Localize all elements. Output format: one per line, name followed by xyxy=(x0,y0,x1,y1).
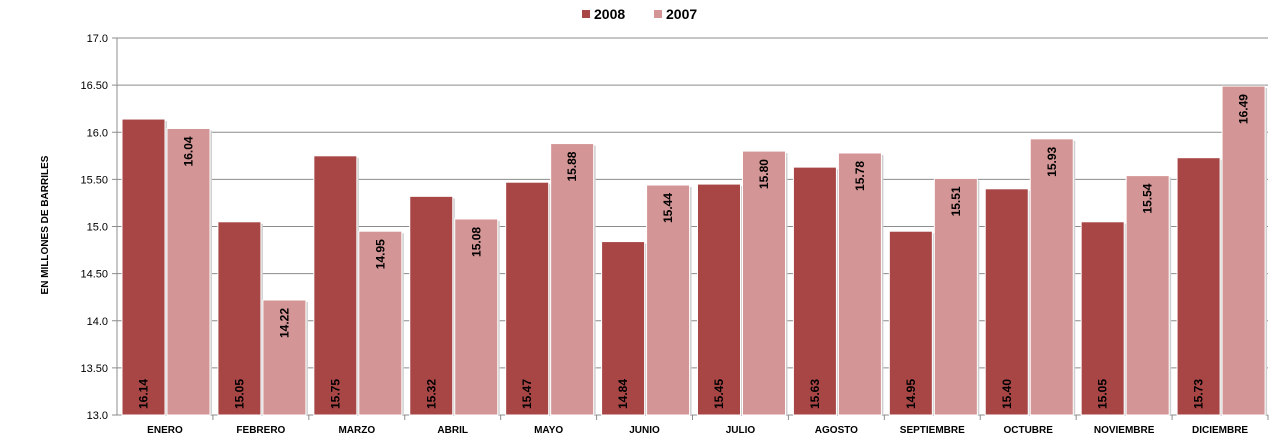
legend-swatch xyxy=(582,10,590,18)
data-label: 15.32 xyxy=(424,379,438,409)
data-label: 15.05 xyxy=(232,379,246,409)
bar-2008-septiembre xyxy=(888,230,933,416)
bar-2007-septiembre xyxy=(933,177,978,416)
y-tick-label: 17.0 xyxy=(87,33,108,45)
data-label: 16.04 xyxy=(182,136,196,166)
category-label: OCTUBRE xyxy=(1003,425,1053,436)
y-tick-label: 14.50 xyxy=(80,269,108,281)
bar-2007-octubre xyxy=(1029,138,1074,416)
category-labels: ENERO FEBRERO MARZO ABRIL MAYO JUNIO JULIO AGOS… xyxy=(147,425,1248,436)
data-label: 15.45 xyxy=(712,379,726,409)
data-label: 15.88 xyxy=(565,151,579,181)
data-label: 15.08 xyxy=(469,227,483,257)
bar-2007-noviembre xyxy=(1125,175,1170,416)
data-label: 14.95 xyxy=(373,239,387,269)
data-label: 16.14 xyxy=(137,379,151,409)
y-tick-label: 14.0 xyxy=(87,316,108,328)
legend-entry: 2008 xyxy=(594,6,625,22)
bar-2008-enero xyxy=(121,118,166,416)
data-label: 14.84 xyxy=(616,379,630,409)
bar-2008-febrero xyxy=(217,221,262,416)
category-label: AGOSTO xyxy=(815,425,858,436)
data-label: 15.54 xyxy=(1141,183,1155,213)
data-label: 15.63 xyxy=(808,379,822,409)
data-label: 15.73 xyxy=(1192,379,1206,409)
bar-2008-noviembre xyxy=(1080,221,1125,416)
bar-2008-junio xyxy=(601,241,646,416)
y-tick-label: 13.50 xyxy=(80,363,108,375)
bar-2007-marzo xyxy=(358,230,403,416)
category-label: ABRIL xyxy=(437,425,468,436)
y-axis-title: EN MILLONES DE BARRILES xyxy=(40,155,51,294)
bars xyxy=(121,85,1268,416)
legend-entry: 2007 xyxy=(666,6,697,22)
data-label: 15.80 xyxy=(757,159,771,189)
bar-2007-mayo xyxy=(550,143,595,416)
y-tick-label: 13.0 xyxy=(87,410,108,422)
y-tick-label: 16.0 xyxy=(87,127,108,139)
category-label: JUNIO xyxy=(629,425,660,436)
data-label: 15.93 xyxy=(1045,146,1059,176)
data-label: 15.05 xyxy=(1096,379,1110,409)
y-tick-label: 15.0 xyxy=(87,222,108,234)
legend: 2008 2007 xyxy=(582,6,697,22)
bar-2008-julio xyxy=(697,183,741,416)
bar-2007-junio xyxy=(646,184,691,416)
bar-2007-agosto xyxy=(837,152,882,416)
category-label: MAYO xyxy=(534,425,563,436)
category-label: SEPTIEMBRE xyxy=(900,425,965,436)
bar-2008-marzo xyxy=(313,155,358,416)
data-label: 15.51 xyxy=(949,186,963,216)
category-label: NOVIEMBRE xyxy=(1094,425,1155,436)
data-label: 15.78 xyxy=(853,161,867,191)
bar-2007-abril xyxy=(454,218,499,416)
bar-2008-agosto xyxy=(792,166,837,416)
axes: 13.0 13.50 14.0 14.50 15.0 15.50 16.0 16.50 17.0 xyxy=(80,33,1269,422)
bar-2007-febrero xyxy=(262,299,307,416)
data-label: 16.49 xyxy=(1237,94,1251,124)
bar-2008-mayo xyxy=(505,181,550,416)
category-label: MARZO xyxy=(338,425,375,436)
y-tick-label: 15.50 xyxy=(80,174,108,186)
data-label: 15.47 xyxy=(520,379,534,409)
bar-2008-octubre xyxy=(984,188,1029,416)
bar-2007-julio xyxy=(742,150,786,416)
bar-2008-diciembre xyxy=(1176,157,1221,416)
bar-2008-abril xyxy=(409,195,454,416)
category-label: ENERO xyxy=(147,425,183,436)
bar-2007-enero xyxy=(166,127,211,416)
category-label: FEBRERO xyxy=(236,425,285,436)
gridlines xyxy=(117,37,1268,416)
data-label: 15.40 xyxy=(1000,379,1014,409)
category-label: JULIO xyxy=(726,425,756,436)
data-label: 14.95 xyxy=(904,379,918,409)
data-label: 14.22 xyxy=(277,308,291,338)
data-labels: 16.14 16.04 15.05 14.22 15.75 14.95 15.32 15.08… xyxy=(137,94,1251,409)
data-label: 15.75 xyxy=(328,379,342,409)
category-label: DICIEMBRE xyxy=(1192,425,1248,436)
data-label: 15.44 xyxy=(661,193,675,223)
legend-swatch xyxy=(654,10,662,18)
y-tick-label: 16.50 xyxy=(80,80,108,92)
bar-2007-diciembre xyxy=(1221,85,1266,416)
